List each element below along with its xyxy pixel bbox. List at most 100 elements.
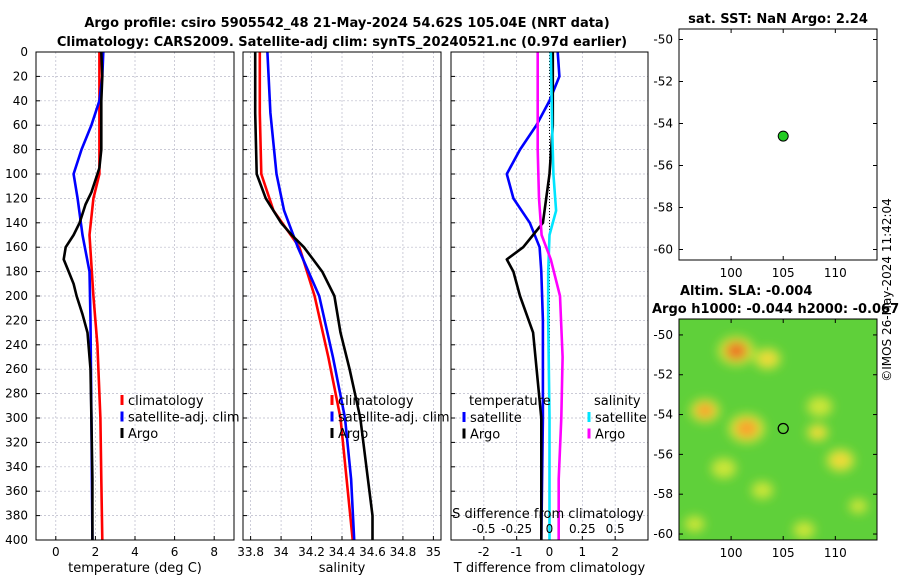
temperature-panel: 0 2 4 6 802040608010012014016018020022024026… [5, 45, 240, 576]
secondary-tick-label: 0 [546, 522, 554, 536]
y-tick-label: 100 [5, 167, 28, 181]
x-tick-label: -2 [478, 545, 490, 559]
figure-title-line1: Argo profile: csiro 5905542_48 21-May-20… [84, 16, 609, 31]
y-tick-label: 20 [13, 69, 28, 83]
x-tick-label: 34 [273, 545, 288, 559]
heatmap-cell [735, 419, 758, 438]
heatmap-cell [759, 352, 776, 366]
sla-map-panel: Altim. SLA: -0.004 Argo h1000: -0.044 h20… [652, 284, 899, 560]
y-tick-label: -58 [653, 487, 673, 501]
series-line [62, 51, 104, 540]
sst-map-title: sat. SST: NaN Argo: 2.24 [688, 12, 868, 27]
heatmap-cell [832, 453, 850, 468]
y-tick-label: 120 [5, 191, 28, 205]
x-axis-label: temperature (deg C) [68, 561, 202, 576]
y-tick-label: 360 [5, 484, 28, 498]
legend-title-salinity: salinity [594, 394, 641, 409]
x-tick-label: 1 [579, 545, 587, 559]
plot-frame [242, 51, 442, 541]
secondary-tick-label: -0.5 [472, 522, 495, 536]
series-line [258, 52, 354, 541]
series-line [72, 51, 105, 541]
x-tick-label: -1 [511, 545, 523, 559]
legend-label: climatology [338, 394, 414, 409]
series-line [266, 51, 356, 541]
y-tick-label: 240 [5, 338, 28, 352]
y-tick-label: 260 [5, 362, 28, 376]
heatmap-cell [696, 403, 715, 419]
heatmap-cell [797, 524, 811, 536]
series-line [546, 51, 558, 540]
legend-label: Argo [338, 427, 368, 442]
y-tick-label: -54 [653, 117, 673, 131]
y-tick-label: 0 [20, 45, 28, 59]
y-tick-label: 320 [5, 435, 28, 449]
x-tick-label: 35 [426, 545, 441, 559]
x-tick-label: 33.8 [237, 545, 264, 559]
x-tick-label: 6 [171, 545, 179, 559]
y-tick-label: -56 [653, 447, 673, 461]
plot-frame [35, 51, 235, 541]
y-tick-label: -60 [653, 243, 673, 257]
difference-panel: -2 -1 0 1 2 T difference from climatology S di… [450, 51, 649, 576]
x-tick-label: 34.2 [298, 545, 325, 559]
y-tick-label: 280 [5, 387, 28, 401]
y-tick-label: -54 [653, 408, 673, 422]
figure-title-line2: Climatology: CARS2009. Satellite-adj cli… [57, 35, 627, 50]
y-tick-label: -52 [653, 75, 673, 89]
x-tick-label: 34.8 [390, 545, 417, 559]
y-tick-label: 160 [5, 240, 28, 254]
x-tick-label: 105 [772, 546, 795, 560]
legend-label: Argo [470, 428, 500, 443]
y-tick-label: 220 [5, 313, 28, 327]
x-tick-label: 110 [824, 266, 847, 280]
y-tick-label: -60 [653, 527, 673, 541]
map-frame [678, 28, 878, 261]
salinity-panel: 33.8 34 34.2 34.4 34.6 34.8 35 salinity climatol… [237, 51, 450, 576]
sla-map-title-line2: Argo h1000: -0.044 h2000: -0.067 [652, 302, 899, 317]
x-tick-label: 8 [210, 545, 218, 559]
legend-label: Argo [128, 427, 158, 442]
y-tick-label: 380 [5, 509, 28, 523]
x-tick-label: 34.6 [359, 545, 386, 559]
watermark: ©IMOS 26-May-2024 11:42:04 [880, 198, 894, 382]
y-tick-label: -56 [653, 159, 673, 173]
legend-label: satellite-adj. clim [338, 411, 450, 426]
heatmap-cell [688, 519, 701, 530]
heatmap-cell [812, 400, 828, 413]
y-tick-label: 300 [5, 411, 28, 425]
sla-map-title-line1: Altim. SLA: -0.004 [680, 284, 812, 299]
plot-frame [450, 51, 649, 541]
series-line [253, 52, 374, 540]
y-tick-label: 400 [5, 533, 28, 547]
series-line [505, 52, 555, 540]
secondary-tick-label: -0.25 [501, 522, 532, 536]
sst-map-panel: sat. SST: NaN Argo: 2.24 100 105 110 -50 -52 -… [653, 12, 878, 280]
legend-title-temperature: temperature [469, 394, 551, 409]
series-line [88, 52, 104, 541]
secondary-tick-label: 0.5 [606, 522, 625, 536]
x-tick-label: 34.4 [329, 545, 356, 559]
x-tick-label: 2 [92, 545, 100, 559]
x-tick-label: 110 [824, 546, 847, 560]
y-tick-label: 180 [5, 265, 28, 279]
heatmap-cell [755, 484, 769, 496]
series-line [536, 52, 564, 540]
x-tick-label: 100 [720, 266, 743, 280]
y-tick-label: 80 [13, 143, 28, 157]
argo-position-marker [777, 422, 789, 435]
x-tick-label: 4 [131, 545, 139, 559]
y-tick-label: -58 [653, 201, 673, 215]
legend-label: satellite [595, 411, 647, 426]
x-tick-label: 105 [772, 266, 795, 280]
legend-label: Argo [595, 428, 625, 443]
x-tick-label: 0 [52, 545, 60, 559]
y-tick-label: -50 [653, 33, 673, 47]
heatmap-blobs [684, 336, 868, 539]
heatmap-cell [725, 341, 748, 361]
series-line [505, 51, 561, 541]
y-tick-label: 40 [13, 94, 28, 108]
y-tick-label: 140 [5, 216, 28, 230]
y-tick-label: -50 [653, 328, 673, 342]
